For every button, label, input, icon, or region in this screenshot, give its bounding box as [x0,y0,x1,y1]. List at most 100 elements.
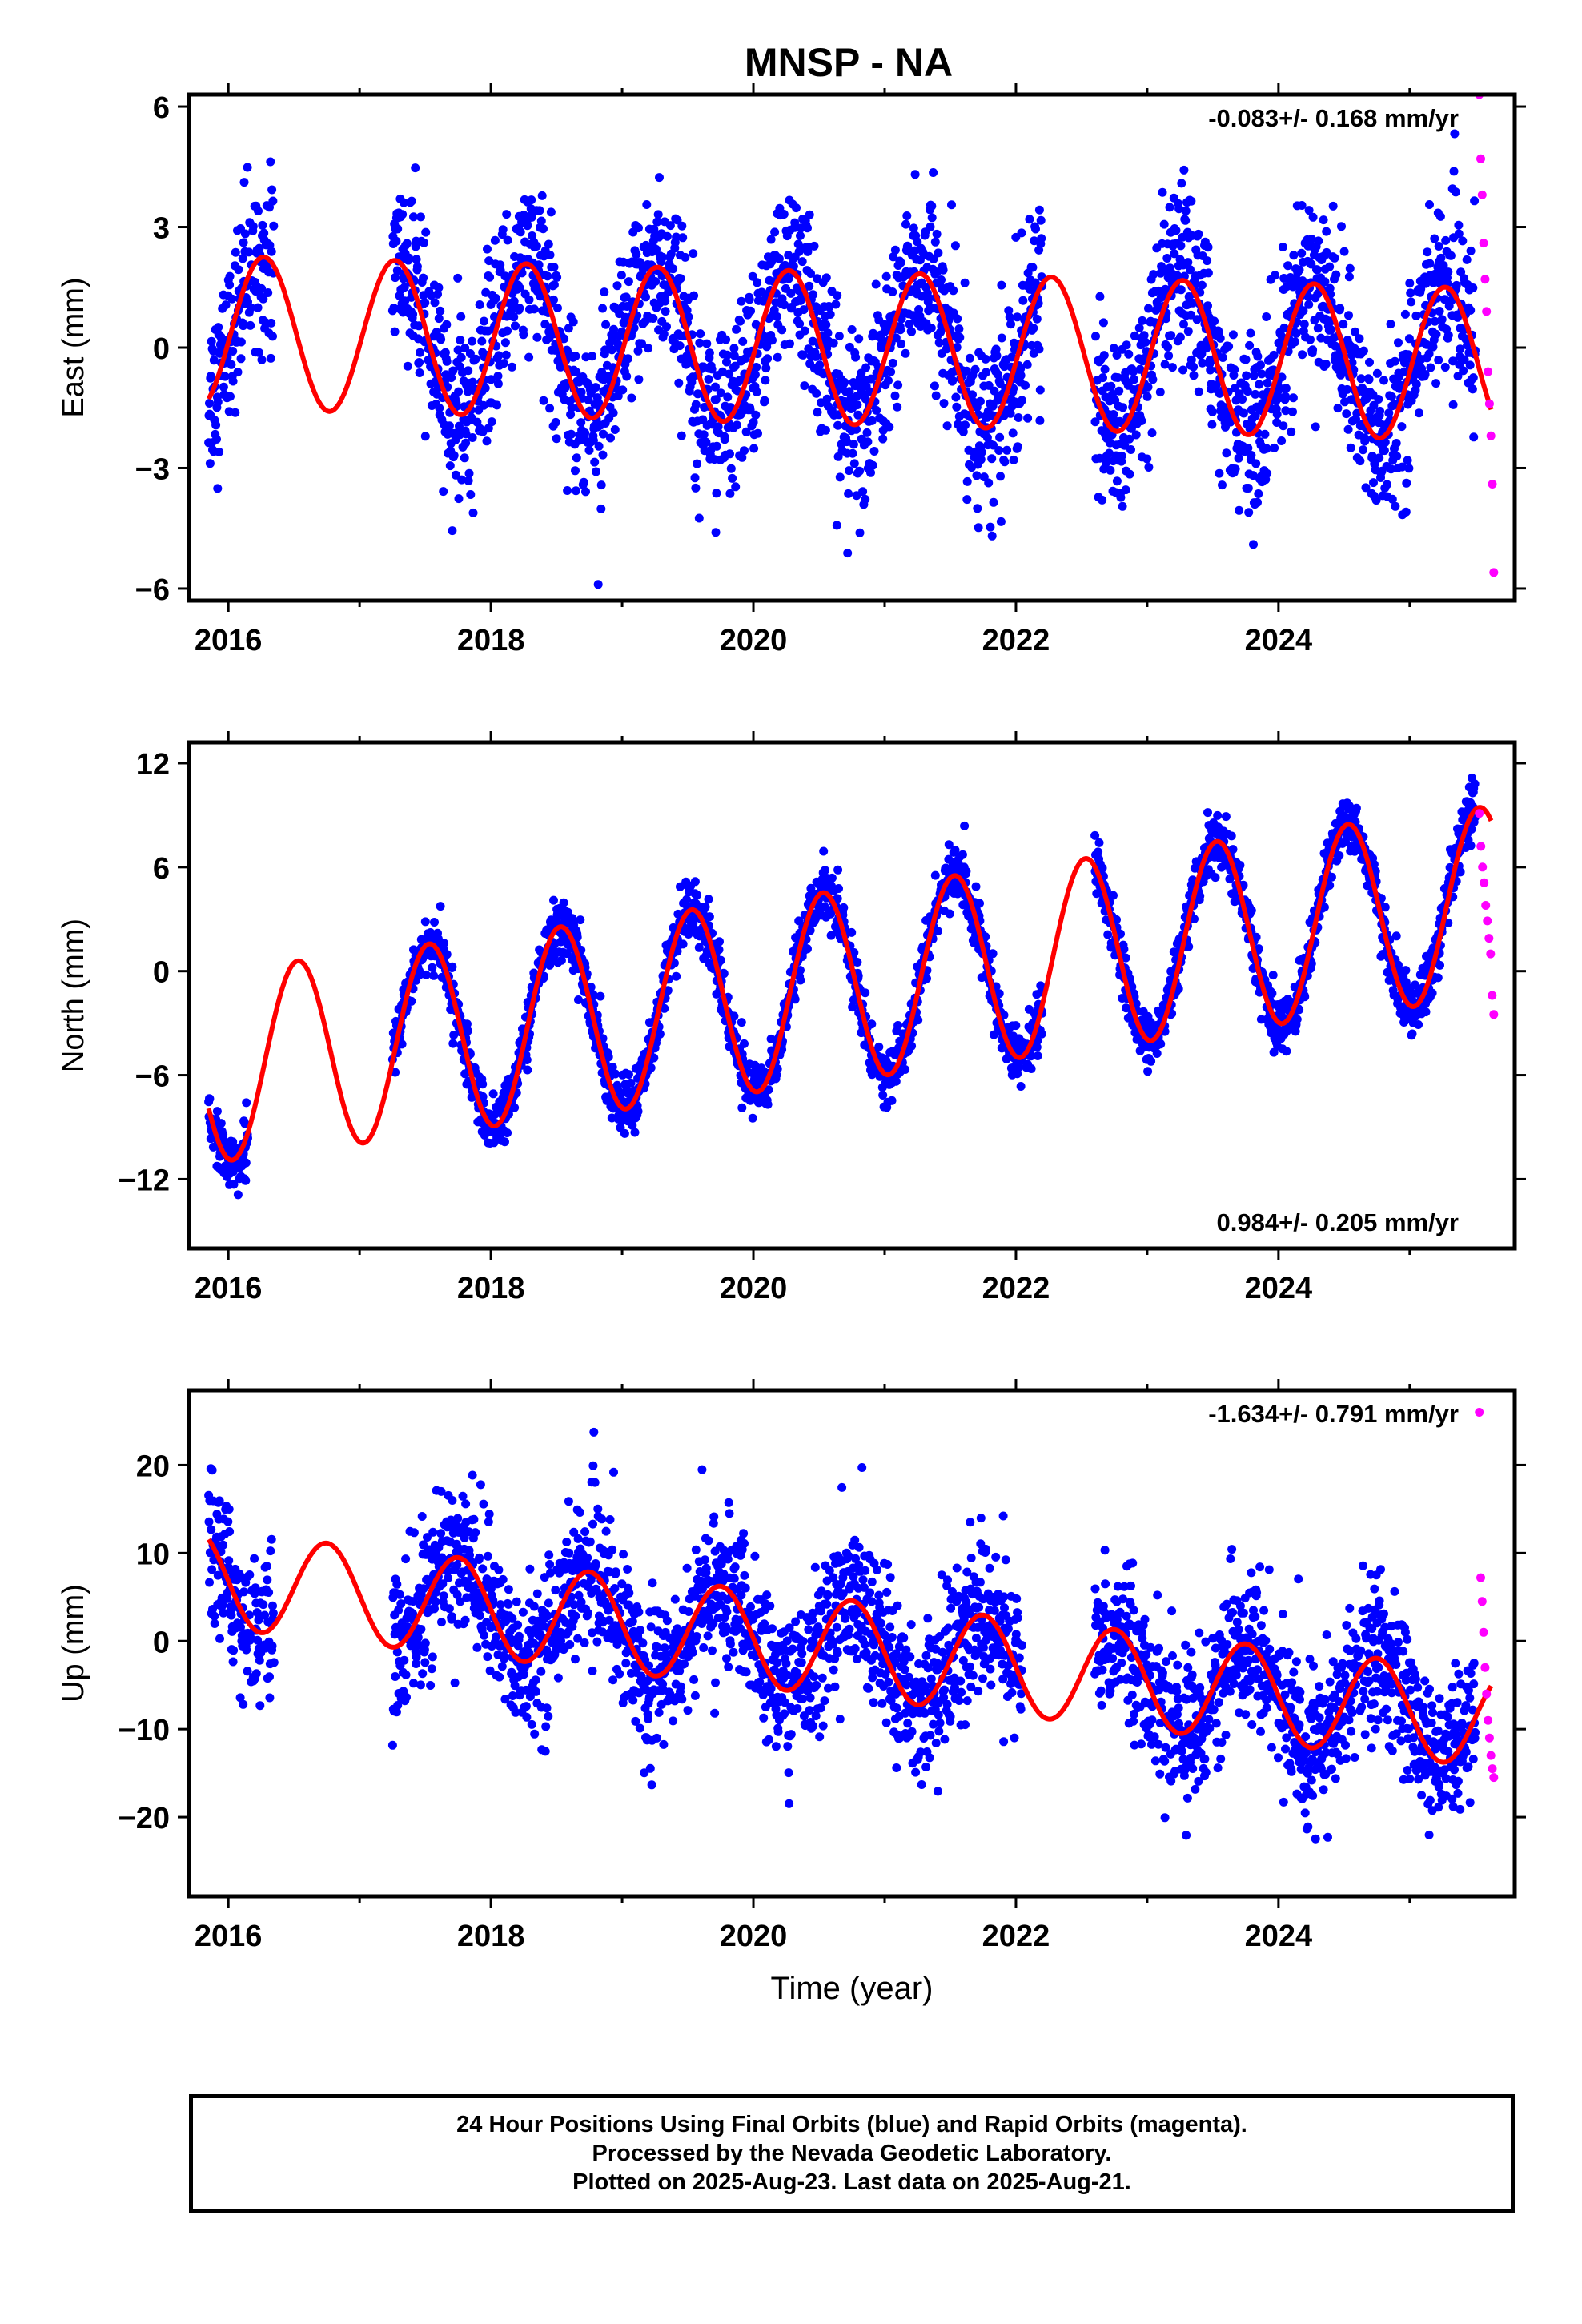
data-point [896,325,905,335]
data-point [701,902,710,911]
data-point [415,358,424,367]
data-point [834,884,843,893]
data-point [1390,356,1399,366]
data-point [515,283,524,293]
data-point [1230,364,1239,374]
data-point [442,320,452,329]
rapid-data-point [1479,239,1488,248]
data-point [761,364,771,373]
data-point [612,281,622,291]
data-point [1231,464,1240,474]
data-point [937,275,946,284]
data-point [544,239,553,249]
data-point [257,283,267,293]
data-point [1411,380,1421,389]
data-point [821,425,830,435]
data-point [571,486,580,496]
data-point [598,450,608,460]
data-point [1426,363,1435,372]
data-point [1031,224,1040,234]
data-point [861,363,871,372]
data-point [867,416,877,425]
rapid-data-point [1477,190,1487,199]
data-point [477,336,487,346]
data-point [820,902,829,911]
data-point [429,971,439,980]
data-point [805,926,815,935]
data-point [436,902,445,911]
data-point [839,903,849,912]
data-point [970,364,980,374]
data-point [868,460,877,470]
data-point [1005,312,1014,322]
data-point [1254,489,1263,498]
data-point [962,866,971,876]
data-point [206,372,215,381]
data-point [515,304,524,313]
data-point [1159,219,1169,229]
data-point [491,293,500,303]
data-point [715,937,724,947]
data-point [220,372,230,381]
data-point [267,318,276,328]
data-point [1245,340,1255,350]
data-point [1468,384,1477,394]
data-point [1125,469,1134,479]
data-point [1218,353,1227,362]
data-point [1094,847,1103,857]
data-point [693,891,702,900]
data-point [1415,408,1423,418]
data-point [532,332,542,342]
data-point [559,898,568,907]
data-point [845,466,853,476]
data-point [1351,327,1360,336]
data-point [994,989,1004,999]
data-point [1228,330,1238,340]
data-point [812,388,821,398]
data-point [1425,259,1435,268]
data-point [840,377,849,387]
data-point [1118,501,1127,511]
data-point [421,970,431,979]
data-point [863,437,873,447]
data-point [665,221,675,231]
data-point [563,486,572,495]
data-point [226,392,235,401]
data-point [939,399,949,408]
data-point [1033,1051,1042,1060]
data-point [1362,394,1371,404]
data-point [1322,227,1331,236]
data-point [556,362,565,372]
data-point [707,364,717,374]
data-point [255,243,264,253]
data-point [579,477,588,487]
data-point [1405,279,1415,288]
data-point [601,320,611,329]
data-point [1277,372,1287,382]
data-point [711,395,721,404]
model-fit-line [206,255,1494,441]
data-point [480,316,488,326]
data-point [572,368,581,377]
data-point [1287,427,1296,436]
data-point [722,350,732,360]
data-point [468,433,477,442]
data-point [1190,915,1199,923]
data-point [1462,255,1472,264]
data-point [1117,451,1126,460]
data-point [1466,246,1476,255]
data-point [584,445,594,455]
data-point [234,265,243,275]
data-point [1213,810,1223,820]
data-point [1308,345,1318,355]
data-point [851,352,861,362]
data-point [1443,267,1453,277]
data-point [460,344,470,352]
data-point [1186,355,1196,364]
data-point [1411,311,1421,320]
data-point [1118,403,1128,412]
data-point [1000,457,1010,467]
data-point [1247,420,1257,430]
data-point [999,1011,1009,1020]
data-point [821,320,831,329]
